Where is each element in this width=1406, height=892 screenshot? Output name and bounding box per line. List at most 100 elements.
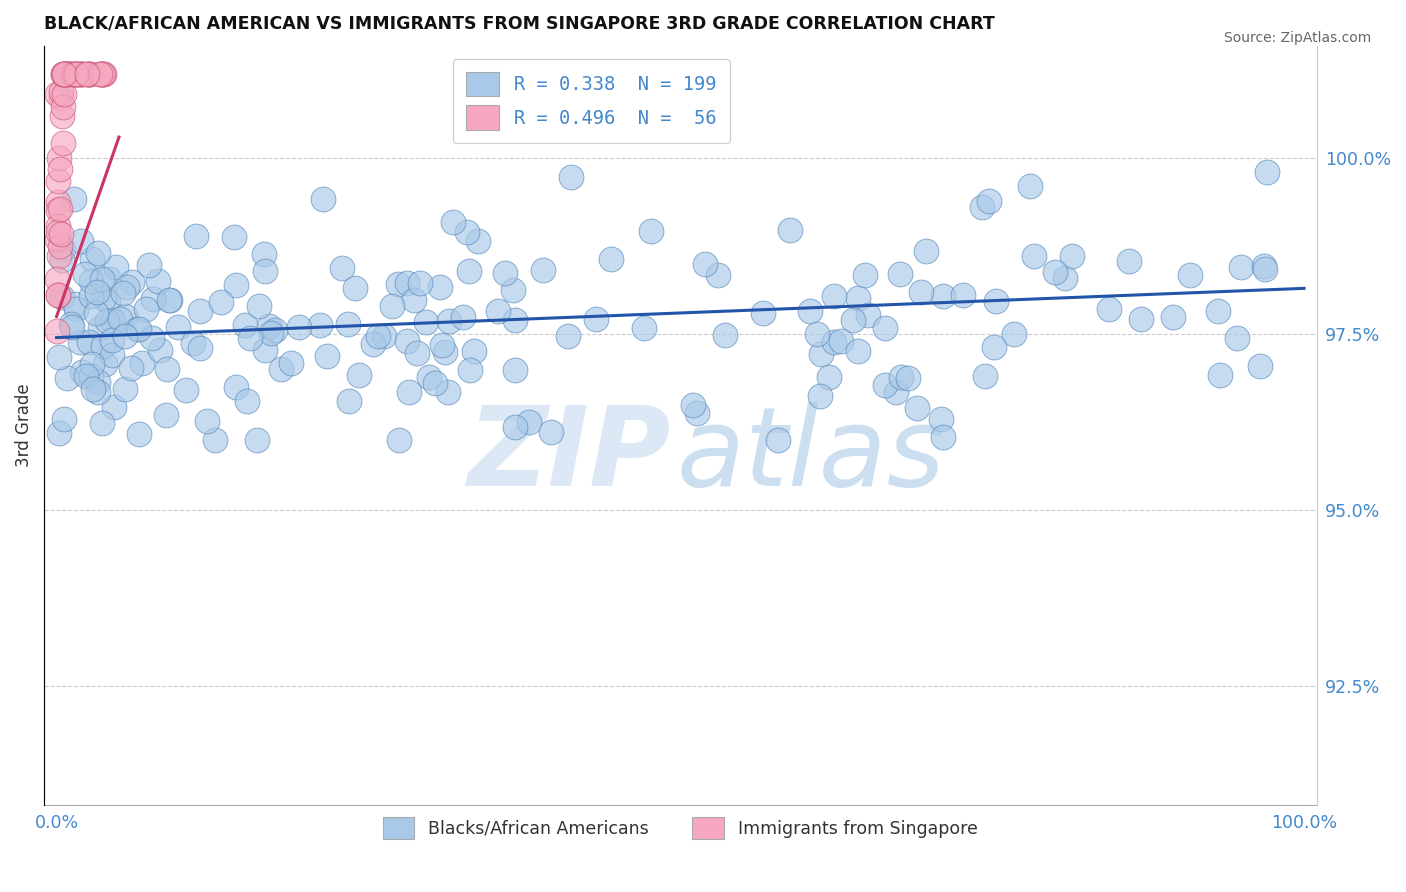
Point — [1249, 359, 1271, 373]
Point — [233, 318, 256, 333]
Point — [910, 285, 932, 300]
Point — [86, 306, 108, 320]
Point — [463, 343, 485, 358]
Text: ZIP: ZIP — [468, 402, 672, 509]
Point — [1060, 249, 1083, 263]
Point — [195, 414, 218, 428]
Point — [315, 349, 337, 363]
Point — [49, 239, 72, 253]
Point — [1045, 264, 1067, 278]
Point — [225, 380, 247, 394]
Point — [82, 382, 104, 396]
Point — [52, 67, 75, 81]
Point — [146, 274, 169, 288]
Point — [1256, 165, 1278, 179]
Point — [884, 385, 907, 400]
Point — [51, 86, 73, 100]
Point — [259, 319, 281, 334]
Point — [423, 376, 446, 390]
Point — [87, 246, 110, 260]
Point — [260, 326, 283, 340]
Point — [502, 283, 524, 297]
Text: atlas: atlas — [676, 402, 945, 509]
Point — [1229, 260, 1251, 274]
Point — [167, 319, 190, 334]
Point — [823, 335, 845, 350]
Point — [830, 334, 852, 349]
Point — [103, 401, 125, 415]
Point — [101, 313, 124, 327]
Point — [115, 280, 138, 294]
Point — [225, 278, 247, 293]
Point — [873, 378, 896, 392]
Point — [889, 267, 911, 281]
Point — [188, 341, 211, 355]
Point — [560, 169, 582, 184]
Point — [46, 287, 69, 301]
Point — [52, 67, 75, 81]
Point — [1208, 368, 1230, 382]
Point — [451, 310, 474, 324]
Point — [70, 67, 93, 81]
Point — [714, 327, 737, 342]
Point — [254, 263, 277, 277]
Point — [984, 293, 1007, 308]
Point — [77, 335, 100, 350]
Point — [280, 356, 302, 370]
Point — [204, 433, 226, 447]
Point — [79, 274, 101, 288]
Point — [48, 426, 70, 441]
Point — [503, 313, 526, 327]
Point — [1161, 310, 1184, 325]
Point — [51, 109, 73, 123]
Point — [823, 289, 845, 303]
Point — [91, 67, 114, 81]
Point — [751, 306, 773, 320]
Point — [458, 363, 481, 377]
Point — [46, 202, 69, 217]
Point — [974, 369, 997, 384]
Point — [114, 328, 136, 343]
Point — [89, 321, 111, 335]
Point — [1054, 270, 1077, 285]
Point — [105, 260, 128, 274]
Legend: Blacks/African Americans, Immigrants from Singapore: Blacks/African Americans, Immigrants fro… — [377, 810, 984, 846]
Point — [409, 276, 432, 290]
Point — [337, 318, 360, 332]
Point — [114, 309, 136, 323]
Point — [434, 345, 457, 359]
Point — [48, 350, 70, 364]
Point — [841, 313, 863, 327]
Point — [96, 314, 118, 328]
Point — [48, 202, 70, 216]
Point — [695, 257, 717, 271]
Point — [91, 339, 114, 353]
Point — [1019, 178, 1042, 193]
Point — [373, 329, 395, 343]
Point — [457, 264, 479, 278]
Point — [67, 67, 90, 81]
Point — [932, 430, 955, 444]
Point — [91, 67, 114, 81]
Point — [890, 370, 912, 384]
Point — [62, 67, 84, 81]
Point — [418, 369, 440, 384]
Point — [46, 174, 69, 188]
Point — [69, 335, 91, 350]
Point — [246, 433, 269, 447]
Point — [125, 322, 148, 336]
Point — [75, 368, 97, 383]
Point — [48, 162, 70, 177]
Point — [86, 375, 108, 389]
Point — [56, 67, 79, 81]
Point — [46, 272, 69, 286]
Point — [361, 337, 384, 351]
Point — [65, 67, 87, 81]
Point — [77, 67, 100, 81]
Point — [63, 67, 86, 81]
Point — [52, 87, 75, 102]
Point — [87, 385, 110, 400]
Point — [53, 67, 76, 81]
Point — [53, 67, 76, 81]
Point — [436, 384, 458, 399]
